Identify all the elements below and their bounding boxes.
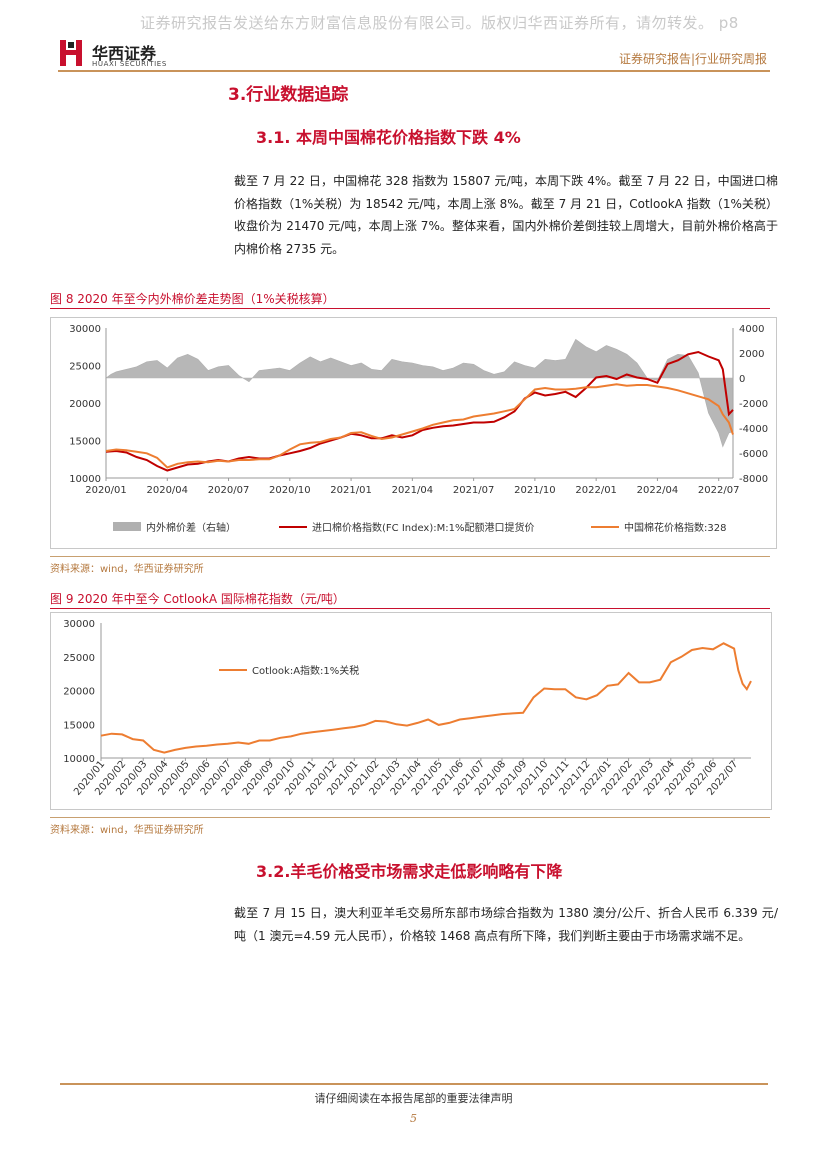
- series-cotlook-line: [100, 642, 752, 754]
- series-spread-area: [105, 338, 734, 448]
- y-tick-label: 15000: [63, 720, 95, 731]
- legend-label-import: 进口棉价格指数(FC Index):M:1%配额港口提货价: [312, 521, 534, 534]
- section-title: 3.行业数据追踪: [228, 85, 349, 105]
- report-type-label: 证券研究报告|行业研究周报: [618, 52, 767, 66]
- y-tick-label: 10000: [63, 754, 95, 765]
- y-tick-label-right: -6000: [739, 449, 768, 460]
- watermark: 证券研究报告发送给东方财富信息股份有限公司。版权归华西证券所有，请勿转发。 p8: [140, 14, 739, 32]
- figure-9-title: 图 9 2020 年中至今 CotlookA 国际棉花指数（元/吨）: [50, 592, 345, 606]
- x-tick-label: 2022/01: [575, 485, 617, 496]
- legend-label-spread: 内外棉价差（右轴）: [146, 521, 236, 534]
- y-tick-label-right: -2000: [739, 399, 768, 410]
- huaxi-logo-icon: [58, 38, 84, 68]
- x-tick-label: 2022/04: [637, 485, 679, 496]
- paragraph-wool: 截至 7 月 15 日，澳大利亚羊毛交易所东部市场综合指数为 1380 澳分/公…: [234, 906, 778, 943]
- y-tick-label: 30000: [63, 619, 95, 630]
- figure-8-source: 资料来源：wind，华西证券研究所: [50, 564, 204, 575]
- x-tick-label: 2020/07: [208, 485, 250, 496]
- figure-8-title: 图 8 2020 年至今内外棉价差走势图（1%关税核算）: [50, 292, 335, 306]
- subsection-title-cotton: 3.1. 本周中国棉花价格指数下跌 4%: [256, 128, 521, 147]
- y-tick-label-right: 2000: [739, 349, 764, 360]
- x-tick-label: 2020/01: [85, 485, 127, 496]
- y-tick-label-left: 20000: [69, 399, 101, 410]
- y-tick-label: 20000: [63, 687, 95, 698]
- y-tick-label-left: 15000: [69, 437, 101, 448]
- figure-8-source-rule: [50, 556, 770, 557]
- figure-9-title-rule: [50, 608, 770, 609]
- figure-8-chart-frame: 30000 25000 20000 15000 10000 4000 2000 0 -2000-…: [50, 317, 777, 549]
- y-tick-label: 25000: [63, 653, 95, 664]
- x-tick-label: 2020/04: [146, 485, 188, 496]
- y-tick-label-left: 30000: [69, 324, 101, 335]
- x-tick-label: 2021/10: [514, 485, 556, 496]
- legend-label-cotlook: Cotlook:A指数:1%关税: [252, 664, 359, 677]
- y-tick-label-right: 4000: [739, 324, 764, 335]
- logo-chinese-name: 华西证券: [92, 44, 157, 63]
- x-tick-label: 2022/07: [698, 485, 740, 496]
- chart-cotton-spread: 3000025000200001500010000400020000-2000-…: [69, 324, 768, 534]
- x-tick-label: 2020/10: [269, 485, 311, 496]
- x-tick-label: 2021/07: [453, 485, 495, 496]
- page-number: 5: [410, 1112, 417, 1125]
- series-china-cotton-line: [105, 383, 734, 469]
- footer-divider: [60, 1083, 768, 1085]
- y-tick-label-right: -4000: [739, 424, 768, 435]
- paragraph-cotton: 截至 7 月 22 日，中国棉花 328 指数为 15807 元/吨，本周下跌 …: [234, 174, 778, 256]
- header-divider: [58, 70, 770, 72]
- x-tick-label: 2021/01: [330, 485, 372, 496]
- footer-disclaimer: 请仔细阅读在本报告尾部的重要法律声明: [314, 1092, 513, 1105]
- legend-swatch-spread: [113, 522, 141, 531]
- subsection-title-wool: 3.2.羊毛价格受市场需求走低影响略有下降: [256, 862, 563, 881]
- chart-cotlook-a: 30000250002000015000100002020/012020/022…: [63, 619, 752, 798]
- figure-9-chart-frame: 30000 25000 20000 15000 10000 2020/01 2020/02 2…: [50, 612, 772, 810]
- y-tick-label-right: -8000: [739, 474, 768, 485]
- y-tick-label-right: 0: [739, 374, 745, 385]
- legend-label-china: 中国棉花价格指数:328: [624, 521, 726, 534]
- figure-8-title-rule: [50, 308, 770, 309]
- y-tick-label-left: 25000: [69, 362, 101, 373]
- figure-9-source: 资料来源：wind，华西证券研究所: [50, 825, 204, 836]
- y-tick-label-left: 10000: [69, 474, 101, 485]
- figure-9-source-rule: [50, 817, 770, 818]
- x-tick-label: 2021/04: [392, 485, 434, 496]
- logo-english-name: HUAXI SECURITIES: [92, 60, 167, 68]
